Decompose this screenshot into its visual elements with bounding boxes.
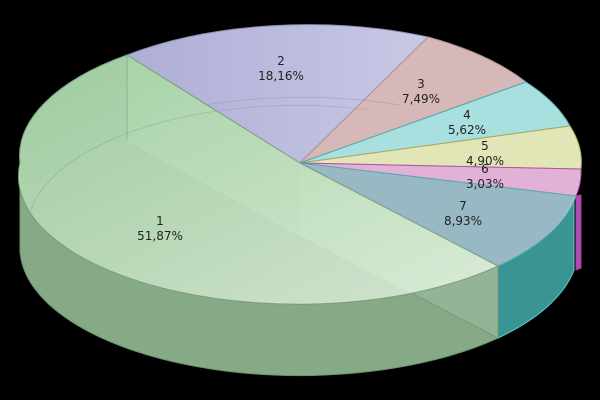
inner-ellipse-arc-2	[204, 96, 401, 106]
slice-2	[125, 24, 430, 164]
slice-7-label: 7 8,93%	[444, 199, 482, 228]
slice-4-label: 4 5,62%	[448, 108, 486, 137]
slice-1-label: 1 51,87%	[137, 214, 183, 243]
slice-2-label: 2 18,16%	[258, 54, 304, 83]
slice-5-label: 5 4,90%	[466, 139, 504, 168]
slice-6-label: 6 3,03%	[466, 162, 504, 191]
slice-7	[299, 162, 577, 267]
pie-top-faces	[18, 24, 582, 305]
inner-ellipse-arc	[26, 105, 371, 249]
slice-3	[299, 36, 528, 164]
slice-6-side	[575, 194, 582, 271]
slice-1	[18, 54, 500, 305]
slice-3-label: 3 7,49%	[402, 77, 440, 106]
slice-labels: 1 51,87% 2 18,16% 3 7,49% 4 5,62% 5 4,90% 6 3,…	[137, 54, 504, 243]
